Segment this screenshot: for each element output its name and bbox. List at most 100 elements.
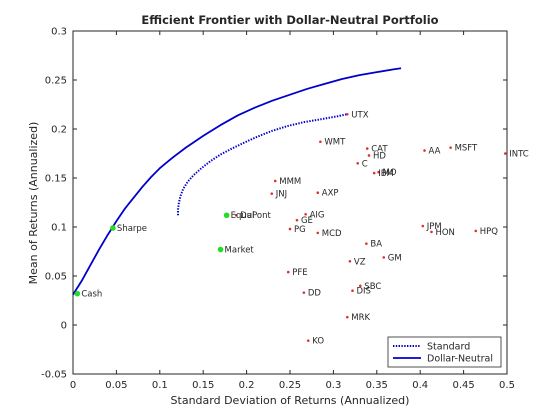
asset-label: MCD: [322, 229, 342, 239]
asset-label: GE: [301, 216, 313, 226]
asset-point: [273, 179, 277, 183]
asset-point: [302, 291, 306, 294]
asset-point: [365, 242, 368, 245]
asset-label: SBC: [364, 282, 381, 292]
special-point: [74, 290, 81, 297]
asset-point: [474, 229, 478, 233]
asset-label: JNJ: [275, 190, 287, 200]
asset-label: PFE: [292, 268, 307, 278]
y-tick-label: 0.05: [45, 272, 67, 283]
asset-label: WMT: [324, 138, 346, 148]
y-tick-label: 0.2: [51, 125, 67, 136]
asset-label: HON: [435, 228, 454, 238]
asset-label: AIG: [310, 210, 325, 220]
asset-point: [319, 140, 322, 144]
asset-label: AA: [429, 147, 441, 157]
asset-point: [356, 162, 360, 165]
series-layer: [72, 67, 402, 296]
x-tick-label: 0.5: [499, 380, 515, 391]
y-tick-label: 0.25: [45, 76, 67, 87]
chart-title: Efficient Frontier with Dollar-Neutral P…: [141, 13, 438, 27]
asset-point: [503, 152, 507, 155]
special-point-label: Market: [225, 246, 255, 256]
asset-label: C: [362, 159, 368, 169]
asset-label: HD: [373, 151, 386, 161]
x-tick-label: 0.4: [412, 380, 428, 391]
y-axis-label: Mean of Returns (Annualized): [27, 122, 40, 285]
asset-point: [306, 339, 310, 342]
x-tick-label: 0.3: [325, 380, 341, 391]
axis-ticks: 0 0.05 0.1 0.15 0.2 0.25 0.3 0.35 0.4 0.45 0.5 -0.0…: [41, 27, 515, 392]
x-tick-label: 0.25: [279, 380, 301, 391]
asset-point: [304, 212, 307, 216]
special-point: [217, 246, 224, 253]
asset-point: [423, 149, 426, 152]
plot-area: [72, 30, 508, 375]
asset-point: [421, 224, 425, 228]
asset-label: AXP: [322, 189, 339, 199]
y-tick-label: 0: [61, 321, 67, 332]
standard-frontier-line: [177, 113, 347, 216]
special-point: [110, 225, 116, 231]
asset-point: [345, 113, 349, 116]
x-tick-label: 0.45: [452, 380, 474, 391]
asset-label: JPM: [426, 222, 442, 232]
asset-point: [430, 230, 433, 234]
special-point: [223, 212, 230, 219]
legend-entry: Dollar-Neutral: [427, 354, 493, 365]
asset-point: [270, 192, 274, 195]
x-axis-label: Standard Deviation of Returns (Annualize…: [171, 394, 410, 407]
asset-label: DIS: [356, 287, 370, 297]
asset-point: [377, 170, 380, 174]
asset-point: [365, 147, 369, 150]
x-tick-label: 0.1: [152, 380, 168, 391]
x-tick-label: 0: [70, 380, 76, 391]
asset-label: IBM: [378, 169, 394, 179]
y-tick-label: 0.3: [51, 27, 67, 38]
x-tick-label: 0.15: [192, 380, 214, 391]
asset-label: DD: [308, 289, 322, 299]
asset-point: [359, 284, 362, 288]
x-tick-label: 0.2: [239, 380, 255, 391]
asset-label: MO: [383, 168, 397, 178]
asset-point: [449, 146, 452, 149]
legend-box: [387, 336, 502, 368]
asset-point: [295, 218, 299, 222]
asset-point: [286, 270, 290, 274]
asset-label: BA: [370, 240, 382, 250]
asset-label: DuPont: [240, 211, 271, 221]
asset-point: [345, 315, 349, 319]
asset-label: CAT: [371, 145, 388, 155]
asset-label: KO: [312, 337, 324, 347]
y-tick-label: -0.05: [41, 370, 67, 381]
y-tick-label: 0.1: [51, 223, 67, 234]
dollar-neutral-frontier-line: [72, 67, 402, 296]
special-point-label: Cash: [81, 290, 102, 300]
special-point-label: Equal: [231, 211, 255, 221]
asset-point: [316, 191, 320, 194]
asset-label: GM: [388, 253, 402, 263]
special-point-label: Sharpe: [117, 224, 147, 234]
asset-label: INTC: [509, 150, 529, 160]
asset-point: [351, 289, 354, 293]
legend-entry: Standard: [427, 342, 470, 353]
asset-point: [382, 256, 386, 259]
asset-label: UTX: [351, 110, 368, 120]
asset-label: HPQ: [480, 227, 499, 237]
asset-label: PG: [294, 225, 306, 235]
asset-point: [288, 227, 292, 231]
asset-label: MRK: [351, 313, 370, 323]
asset-point: [372, 171, 376, 175]
asset-point: [367, 154, 371, 157]
asset-label: MSFT: [455, 144, 478, 154]
asset-point: [348, 260, 352, 263]
x-tick-label: 0.05: [105, 380, 127, 391]
asset-point: [234, 213, 238, 217]
y-tick-label: 0.15: [45, 174, 67, 185]
asset-label: VZ: [354, 257, 366, 267]
asset-point: [316, 231, 320, 235]
asset-label: MMM: [279, 177, 301, 187]
